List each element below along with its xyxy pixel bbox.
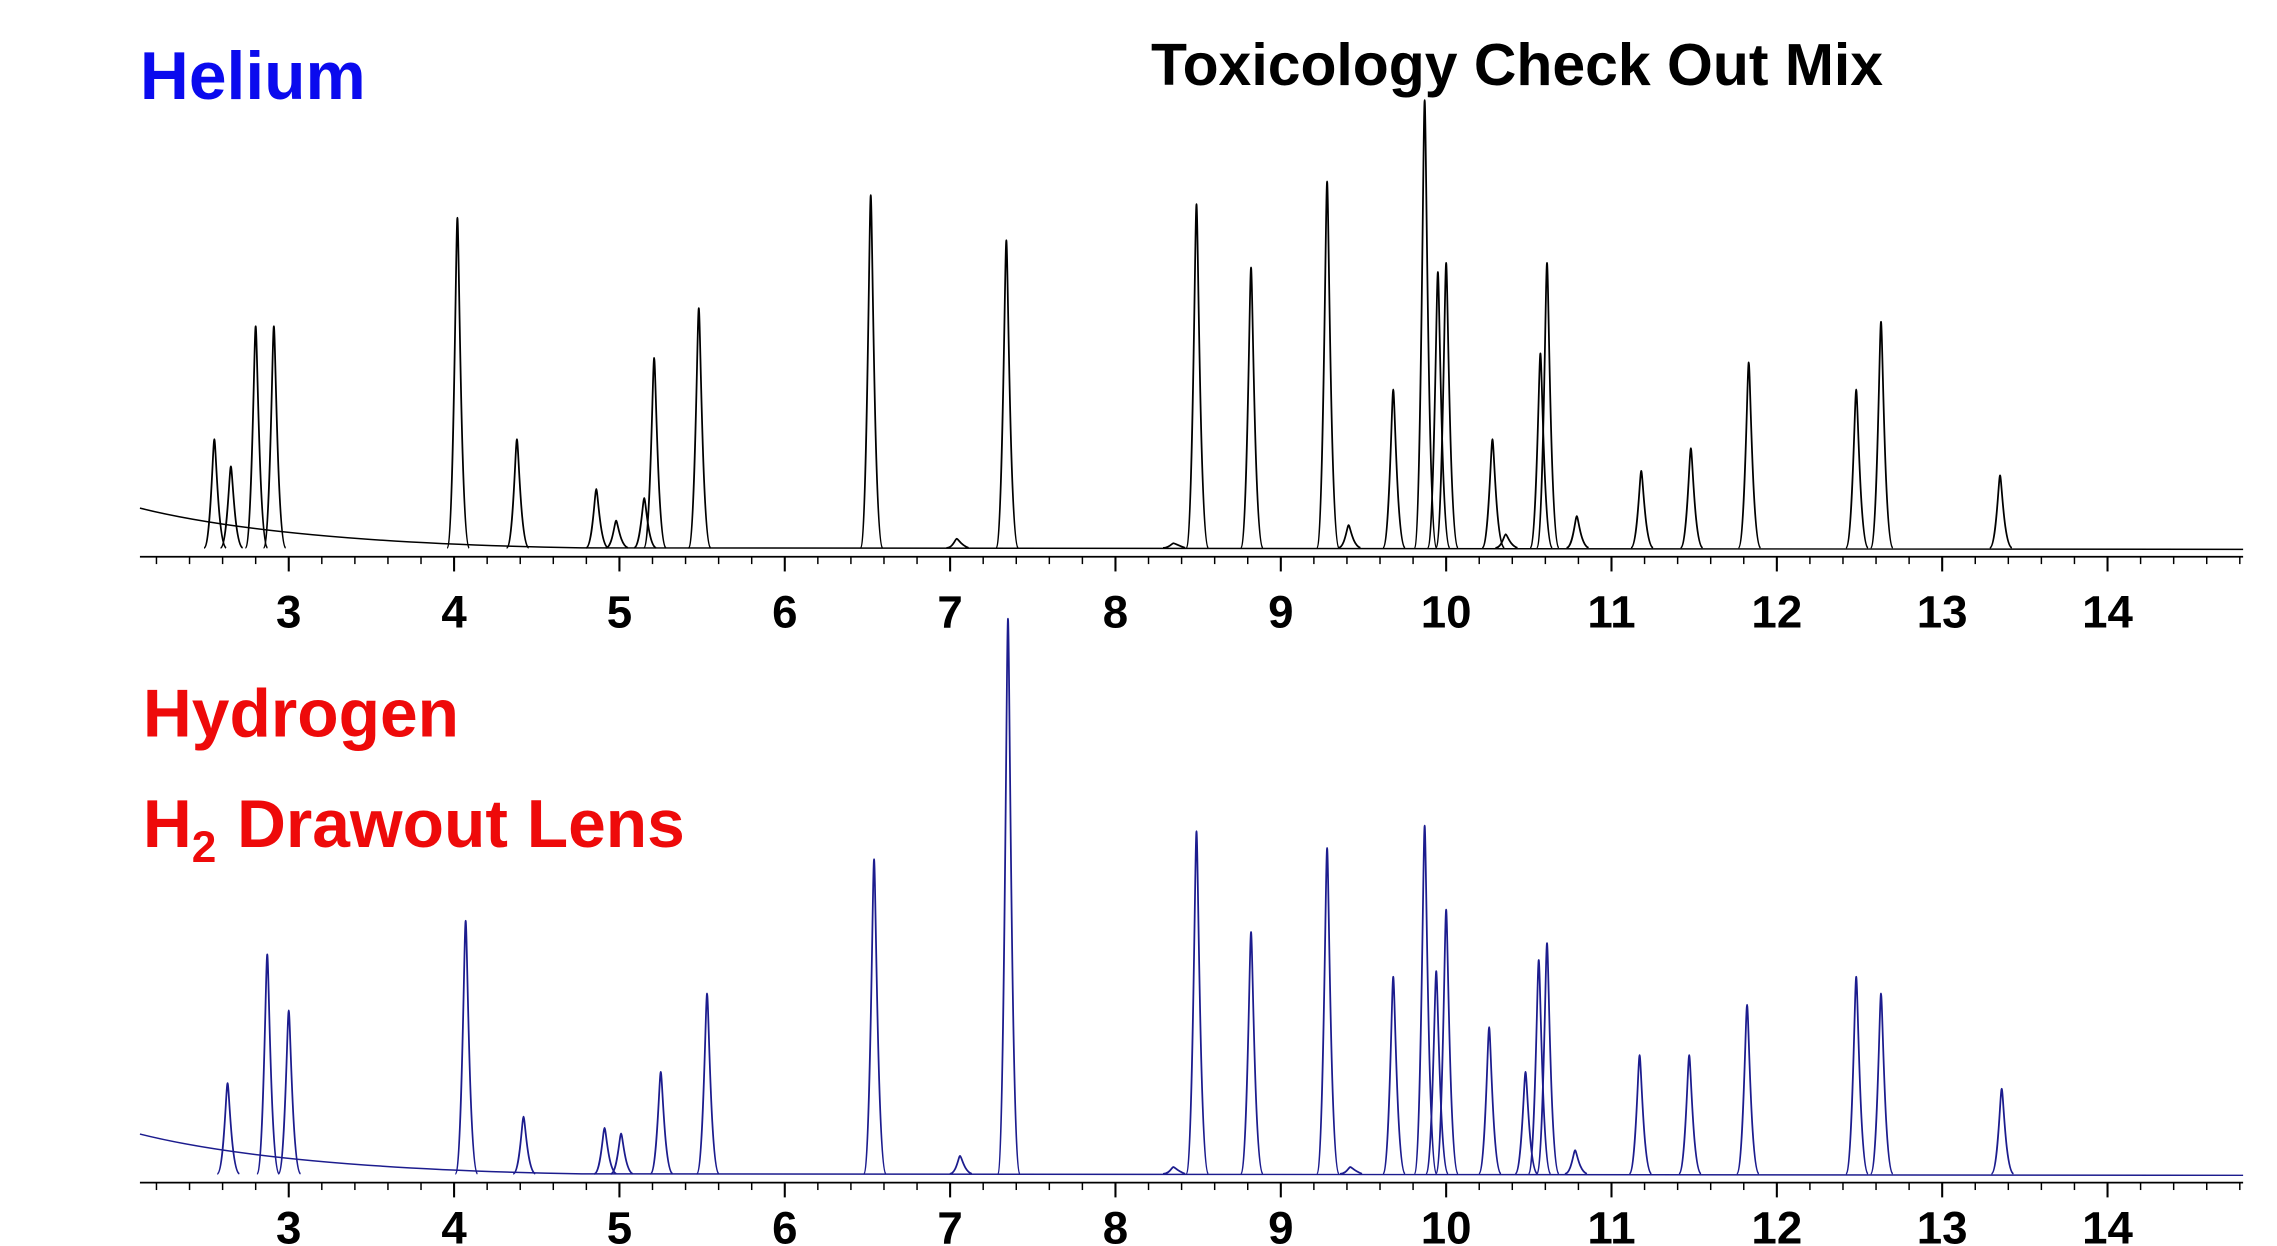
peak — [862, 858, 887, 1175]
peak — [585, 488, 609, 549]
peak — [1413, 824, 1438, 1175]
peak — [1477, 1026, 1502, 1175]
peak — [454, 919, 479, 1175]
panel-subtitle: H2 Drawout Lens — [143, 787, 685, 871]
panel-title: Helium — [140, 39, 366, 114]
subtitle-subscript: 2 — [192, 822, 217, 871]
x-tick-label: 4 — [441, 1202, 467, 1246]
peak — [203, 438, 227, 549]
peak — [1988, 474, 2013, 549]
x-tick-label: 8 — [1103, 1202, 1128, 1246]
peak — [1628, 1054, 1653, 1175]
peak — [996, 617, 1021, 1175]
x-tick-label: 3 — [276, 587, 301, 638]
subtitle-part: H — [143, 787, 192, 862]
x-tick-label: 5 — [607, 1202, 632, 1246]
peak — [1564, 1149, 1588, 1175]
peak — [1527, 959, 1552, 1175]
x-tick-label: 13 — [1917, 587, 1968, 638]
x-tick-label: 7 — [937, 1202, 962, 1246]
peak — [1679, 447, 1704, 549]
peak — [1869, 992, 1894, 1175]
peak — [1434, 908, 1459, 1175]
peak — [1735, 1003, 1760, 1175]
x-tick-label: 4 — [441, 587, 467, 638]
x-tick-label: 11 — [1587, 1202, 1635, 1246]
peak — [609, 1132, 634, 1175]
subtitle-part: Drawout Lens — [237, 787, 685, 862]
x-tick-label: 14 — [2082, 1202, 2133, 1246]
peak — [1185, 203, 1210, 549]
peak — [1737, 361, 1762, 549]
peak — [216, 1082, 241, 1175]
peak — [1382, 388, 1406, 549]
baseline-trace — [139, 1133, 2244, 1177]
peak — [1162, 1166, 1186, 1175]
peak — [695, 992, 720, 1175]
peak — [1990, 1087, 2015, 1175]
peak — [1315, 180, 1340, 549]
peak — [1845, 388, 1869, 549]
peak — [1425, 970, 1449, 1175]
x-tick-label: 9 — [1268, 1202, 1293, 1246]
peak — [1869, 320, 1894, 549]
peak — [1535, 942, 1560, 1175]
x-tick-label: 5 — [607, 587, 632, 638]
peak — [1239, 931, 1264, 1175]
x-tick-label: 14 — [2082, 587, 2133, 638]
peak — [649, 1071, 674, 1175]
peak — [859, 194, 884, 549]
peak — [1162, 542, 1186, 549]
peak — [1315, 847, 1340, 1175]
x-tick-label: 6 — [772, 1202, 797, 1246]
baseline-trace — [139, 507, 2244, 551]
peak — [995, 239, 1019, 549]
x-tick-label: 7 — [937, 587, 962, 638]
peak — [512, 1115, 536, 1175]
peak — [1434, 262, 1459, 549]
peak — [1337, 524, 1361, 549]
x-tick-label: 9 — [1268, 587, 1293, 638]
peak — [277, 1009, 302, 1175]
peak — [1426, 271, 1451, 549]
peak — [1529, 352, 1554, 549]
peak — [1845, 975, 1869, 1175]
x-tick-label: 8 — [1103, 587, 1128, 638]
x-tick-label: 6 — [772, 587, 797, 638]
x-tick-label: 3 — [276, 1202, 301, 1246]
peak — [1678, 1054, 1702, 1175]
peak — [1535, 262, 1560, 549]
peak — [219, 465, 244, 549]
peak — [262, 325, 287, 549]
main-title: Toxicology Check Out Mix — [1151, 33, 1883, 98]
peak — [642, 356, 667, 549]
peak — [1382, 975, 1406, 1175]
panel-title: Hydrogen — [143, 677, 459, 752]
peak — [1185, 830, 1210, 1175]
peak — [244, 325, 269, 549]
peak — [605, 519, 629, 549]
peak — [505, 438, 530, 549]
x-tick-label: 13 — [1917, 1202, 1968, 1246]
peak — [1239, 266, 1264, 549]
peak — [1481, 438, 1505, 549]
x-tick-label: 12 — [1751, 1202, 1802, 1246]
peak — [1339, 1166, 1363, 1175]
peak — [1566, 515, 1590, 549]
peak — [946, 537, 969, 549]
x-tick-label: 10 — [1421, 587, 1472, 638]
peak — [687, 307, 712, 549]
x-tick-label: 12 — [1751, 587, 1802, 638]
peak — [256, 953, 280, 1175]
x-tick-label: 10 — [1421, 1202, 1472, 1246]
peak — [1413, 99, 1438, 549]
peak — [949, 1154, 973, 1175]
peak — [633, 497, 657, 549]
x-tick-label: 11 — [1587, 587, 1635, 638]
peak — [1495, 533, 1518, 549]
peak — [1630, 470, 1654, 549]
peak — [446, 216, 471, 549]
peak — [593, 1126, 617, 1175]
